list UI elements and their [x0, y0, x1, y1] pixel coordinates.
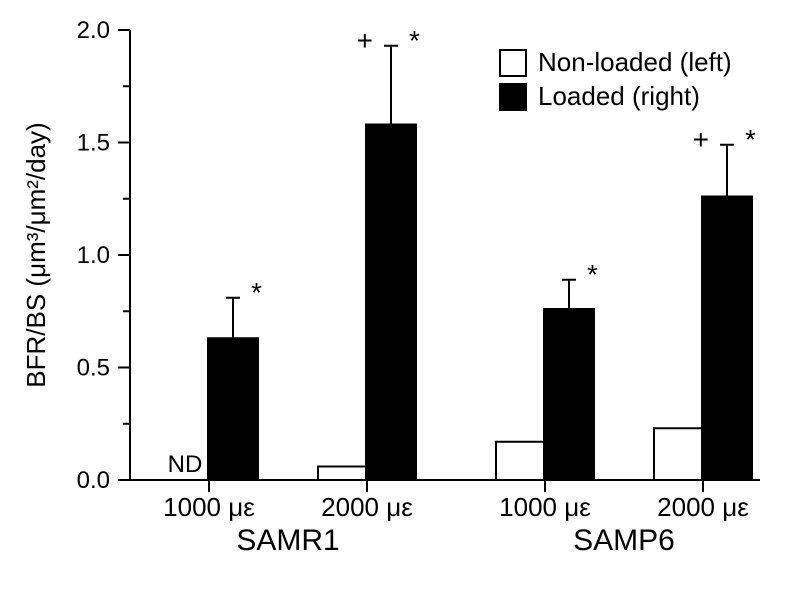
y-tick-label: 1.0 — [77, 242, 110, 269]
y-tick-label: 0.0 — [77, 467, 110, 494]
sig-annot: + — [693, 124, 709, 155]
subgroup-label: 2000 με — [657, 492, 749, 522]
chart-svg: 0.0 0.5 1.0 1.5 2.0 BFR/BS (μm³/μm²/day) ND * + *… — [0, 0, 800, 604]
group-label: SAMP6 — [573, 524, 675, 557]
bar-loaded — [544, 309, 594, 480]
bar-loaded — [208, 338, 258, 480]
y-tick-label: 2.0 — [77, 17, 110, 44]
legend-swatch — [500, 50, 526, 76]
group-label: SAMR1 — [236, 524, 339, 557]
subgroup-label: 2000 με — [321, 492, 413, 522]
y-axis-title: BFR/BS (μm³/μm²/day) — [21, 122, 51, 387]
bar-non-loaded — [318, 467, 368, 481]
sig-annot: * — [745, 124, 756, 155]
bfr-bs-bar-chart: 0.0 0.5 1.0 1.5 2.0 BFR/BS (μm³/μm²/day) ND * + *… — [0, 0, 800, 604]
sig-annot: + — [357, 25, 373, 56]
legend-label: Loaded (right) — [538, 81, 700, 111]
subgroup-label: 1000 με — [499, 492, 591, 522]
bar-loaded — [702, 197, 752, 481]
bar-non-loaded — [496, 442, 546, 480]
bar-non-loaded — [654, 428, 704, 480]
sig-annot: * — [587, 259, 598, 290]
legend-label: Non-loaded (left) — [538, 47, 732, 77]
legend-swatch — [500, 84, 526, 110]
sig-annot: * — [409, 25, 420, 56]
y-tick-label: 1.5 — [77, 130, 110, 157]
bar-loaded — [366, 125, 416, 481]
sig-annot: * — [251, 277, 262, 308]
subgroup-label: 1000 με — [163, 492, 255, 522]
y-tick-label: 0.5 — [77, 355, 110, 382]
bar-text: ND — [168, 451, 203, 478]
